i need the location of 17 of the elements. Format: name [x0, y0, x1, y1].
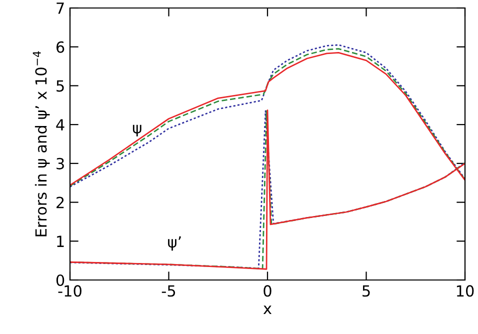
y-tick-label: 6 — [56, 41, 64, 53]
annotation: ψ’ — [168, 236, 181, 251]
y-tick-label: 3 — [56, 158, 64, 170]
x-tick-label: -5 — [162, 285, 176, 297]
x-axis-title: x — [263, 306, 272, 314]
y-tick-label: 0 — [56, 274, 64, 286]
x-tick-label: 0 — [264, 285, 272, 297]
x-tick-label: -10 — [58, 285, 82, 297]
x-tick-label: 5 — [362, 285, 370, 297]
annotation: ψ — [132, 124, 142, 136]
y-axis-title: Errors in ψ and ψ’ x 10$^{−4}$ — [32, 51, 50, 236]
y-tick-label: 2 — [56, 196, 64, 208]
y-tick-label: 1 — [57, 236, 64, 247]
y-tick-label: 4 — [56, 119, 64, 130]
x-tick-label: 10 — [456, 285, 474, 297]
y-tick-label: 5 — [56, 80, 64, 92]
y-tick-label: 7 — [56, 2, 64, 14]
